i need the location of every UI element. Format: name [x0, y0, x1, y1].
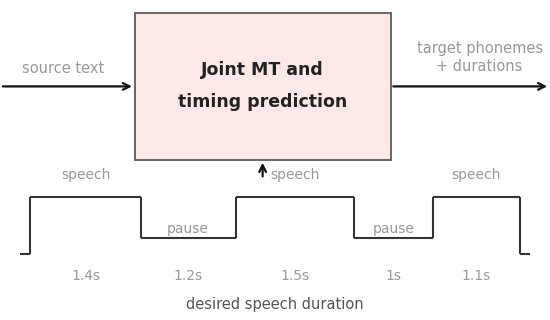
Text: source text: source text: [22, 61, 104, 76]
FancyBboxPatch shape: [135, 13, 390, 160]
Text: 1.5s: 1.5s: [280, 269, 309, 283]
Text: 1.4s: 1.4s: [71, 269, 100, 283]
Text: speech: speech: [452, 168, 501, 182]
Text: 1.2s: 1.2s: [174, 269, 203, 283]
Text: timing prediction: timing prediction: [178, 93, 347, 111]
Text: Joint MT and: Joint MT and: [201, 61, 324, 79]
Text: target phonemes
+ durations: target phonemes + durations: [416, 41, 543, 74]
Text: speech: speech: [61, 168, 110, 182]
Text: 1.1s: 1.1s: [461, 269, 491, 283]
Text: 1s: 1s: [386, 269, 401, 283]
Text: pause: pause: [372, 222, 414, 236]
Text: speech: speech: [270, 168, 320, 182]
Text: pause: pause: [167, 222, 209, 236]
Text: desired speech duration: desired speech duration: [186, 297, 364, 312]
